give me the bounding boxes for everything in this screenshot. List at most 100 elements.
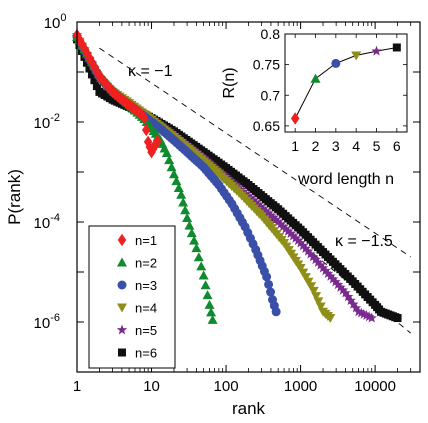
data-point bbox=[206, 307, 217, 317]
legend-label: n=3 bbox=[135, 278, 157, 293]
y-tick-label: 100 bbox=[44, 12, 67, 32]
data-point bbox=[297, 240, 309, 251]
data-point bbox=[267, 212, 279, 223]
data-point bbox=[260, 205, 272, 216]
data-point bbox=[306, 282, 317, 292]
y-tick-label: 10-4 bbox=[34, 212, 60, 232]
data-point bbox=[285, 228, 296, 239]
data-point bbox=[292, 235, 304, 246]
inset-x-axis-title: word length n bbox=[297, 171, 394, 188]
x-tick-label: 10000 bbox=[354, 378, 396, 395]
inset-y-axis-title: R(n) bbox=[221, 67, 238, 98]
legend-box bbox=[88, 225, 176, 369]
data-point bbox=[300, 273, 311, 283]
legend-marker bbox=[116, 324, 128, 335]
legend-marker bbox=[117, 257, 127, 267]
data-point bbox=[161, 147, 172, 157]
data-point bbox=[310, 254, 321, 265]
data-point bbox=[311, 292, 322, 302]
inset-point-n=2 bbox=[310, 73, 321, 83]
data-point bbox=[280, 223, 291, 234]
data-point bbox=[264, 279, 274, 289]
legend-item-n=4: n=4 bbox=[117, 301, 157, 316]
data-point bbox=[335, 281, 346, 292]
data-point bbox=[166, 162, 177, 172]
data-point bbox=[290, 232, 301, 243]
data-point bbox=[307, 251, 319, 262]
data-point bbox=[270, 214, 281, 225]
legend-marker bbox=[117, 233, 127, 247]
data-point bbox=[202, 290, 213, 300]
data-point bbox=[168, 169, 179, 179]
data-point bbox=[340, 287, 351, 298]
data-point bbox=[204, 299, 215, 309]
y-tick-label: 10-6 bbox=[34, 312, 60, 332]
data-point bbox=[173, 182, 184, 192]
data-point bbox=[193, 252, 204, 262]
data-point bbox=[85, 51, 94, 65]
data-point bbox=[327, 273, 339, 284]
data-point bbox=[198, 270, 209, 280]
series-n=1 bbox=[72, 28, 162, 159]
data-point bbox=[337, 284, 349, 295]
data-point bbox=[315, 302, 326, 312]
data-point bbox=[350, 302, 362, 313]
y-axis-title: P(rank) bbox=[5, 169, 24, 225]
data-point bbox=[140, 111, 149, 125]
legend-marker bbox=[117, 280, 127, 290]
data-point bbox=[322, 268, 334, 279]
data-point bbox=[345, 295, 356, 305]
data-point bbox=[393, 314, 402, 323]
data-point bbox=[207, 314, 218, 324]
annotation-kappa-minus-1: κ = −1 bbox=[128, 63, 173, 80]
data-point bbox=[325, 314, 336, 324]
data-point bbox=[342, 291, 354, 302]
x-tick-label: 100 bbox=[214, 378, 239, 395]
legend-item-n=2: n=2 bbox=[117, 256, 157, 271]
data-point bbox=[200, 280, 211, 290]
data-point bbox=[176, 189, 187, 199]
inset-point-n=6 bbox=[392, 43, 401, 52]
data-point bbox=[295, 237, 306, 248]
data-point bbox=[196, 261, 207, 271]
y-tick-label: 10-2 bbox=[34, 112, 60, 132]
legend-label: n=4 bbox=[135, 301, 157, 316]
data-point bbox=[141, 123, 151, 137]
data-point bbox=[178, 197, 189, 207]
legend-item-n=6: n=6 bbox=[118, 346, 157, 361]
inset-point-n=4 bbox=[351, 51, 362, 61]
data-point bbox=[87, 70, 96, 79]
data-point bbox=[315, 259, 326, 270]
data-point bbox=[308, 286, 319, 296]
data-point bbox=[189, 235, 200, 245]
inset-x-tick-label: 1 bbox=[291, 138, 299, 154]
data-series bbox=[71, 28, 402, 324]
data-point bbox=[317, 262, 329, 273]
data-point bbox=[275, 218, 286, 229]
inset-y-tick-label: 0.8 bbox=[261, 26, 281, 42]
data-point bbox=[258, 203, 269, 214]
data-point bbox=[302, 245, 314, 256]
legend-item-n=3: n=3 bbox=[117, 278, 157, 293]
data-point bbox=[191, 243, 202, 253]
data-point bbox=[153, 134, 162, 148]
annotation-kappa-minus-1-5: κ = −1.5 bbox=[335, 233, 393, 250]
legend-label: n=5 bbox=[135, 323, 157, 338]
main-axes: 1 10 100 1000 10000 10-6 10-4 10-2 100 bbox=[34, 12, 421, 395]
data-point bbox=[305, 248, 316, 259]
inset-x-tick-label: 3 bbox=[332, 138, 340, 154]
data-point bbox=[171, 176, 182, 186]
data-point bbox=[85, 64, 94, 73]
data-point bbox=[303, 277, 314, 287]
legend-marker bbox=[117, 303, 127, 313]
data-point bbox=[300, 243, 311, 254]
inset-point-n=3 bbox=[331, 58, 341, 68]
data-point bbox=[238, 186, 249, 197]
data-point bbox=[182, 213, 193, 223]
inset-y-tick-label: 0.7 bbox=[261, 87, 281, 103]
inset-y-tick-label: 0.75 bbox=[253, 57, 280, 73]
inset-chart: 1 2 3 4 5 6 0.65 0.7 0.75 0.8 word length n R(n) bbox=[221, 26, 408, 188]
data-point bbox=[295, 264, 306, 274]
data-point bbox=[330, 276, 341, 287]
